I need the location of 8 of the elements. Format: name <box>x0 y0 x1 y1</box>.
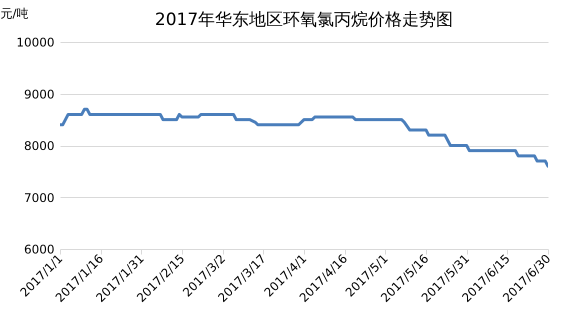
y-tick-label: 9000 <box>24 87 54 102</box>
y-tick-label: 6000 <box>24 242 54 256</box>
line-series <box>60 108 548 168</box>
chart-title: 2017年华东地区环氧氯丙烷价格走势图 <box>154 10 454 30</box>
y-tick-label: 7000 <box>24 190 54 205</box>
y-axis-title: 元/吨 <box>0 6 29 20</box>
y-tick-label: 10000 <box>16 36 54 50</box>
y-tick-label: 8000 <box>24 139 54 153</box>
